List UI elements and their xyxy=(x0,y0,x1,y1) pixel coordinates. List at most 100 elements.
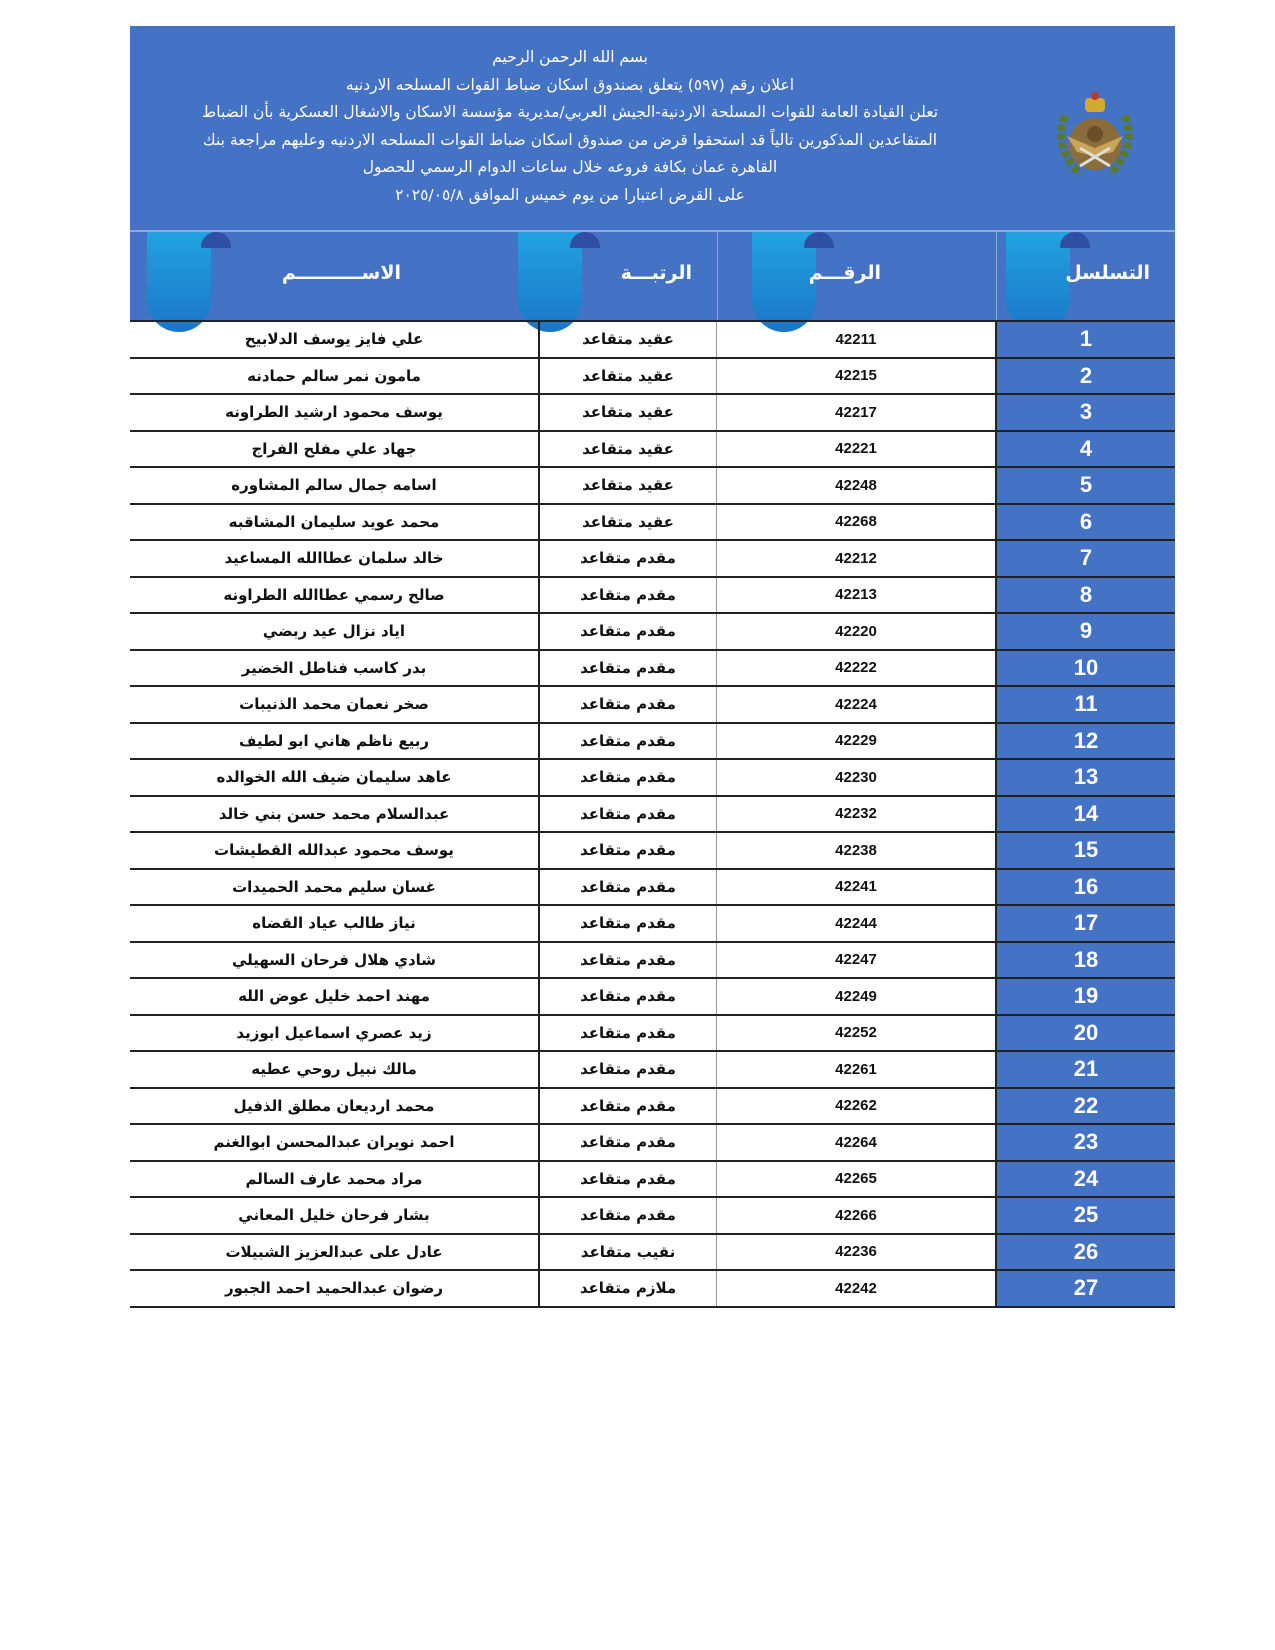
table-row: 9 42220 مقدم متقاعد اياد نزال عيد ربضي xyxy=(130,613,1175,651)
column-header-name: الاســــــــــم xyxy=(130,232,541,332)
name-cell: زيد عصري اسماعيل ابوزيد xyxy=(130,1014,539,1052)
ribbon-cap xyxy=(1060,232,1090,248)
serial-cell: 19 xyxy=(995,978,1175,1016)
serial-cell: 22 xyxy=(995,1087,1175,1125)
name-cell: رضوان عبدالحميد احمد الجبور xyxy=(130,1270,539,1308)
serial-cell: 15 xyxy=(995,832,1175,870)
serial-cell: 10 xyxy=(995,649,1175,687)
rank-cell: مقدم متقاعد xyxy=(538,540,717,578)
serial-cell: 20 xyxy=(995,1014,1175,1052)
number-cell: 42222 xyxy=(716,649,996,687)
announcement-text: بسم الله الرحمن الرحيم اعلان رقم (٥٩٧) ي… xyxy=(150,44,990,209)
number-cell: 42224 xyxy=(716,686,996,724)
rank-cell: عقيد متقاعد xyxy=(538,430,717,468)
number-cell: 42261 xyxy=(716,1051,996,1089)
number-header-label: الرقـــم xyxy=(808,262,881,284)
number-cell: 42215 xyxy=(716,357,996,395)
name-cell: بشار فرحان خليل المعاني xyxy=(130,1197,539,1235)
rank-cell: عقيد متقاعد xyxy=(538,467,717,505)
serial-cell: 8 xyxy=(995,576,1175,614)
ribbon-cap xyxy=(570,232,600,248)
name-cell: عاهد سليمان ضيف الله الخوالده xyxy=(130,759,539,797)
name-cell: مامون نمر سالم حمادنه xyxy=(130,357,539,395)
divider xyxy=(717,232,718,322)
table-row: 7 42212 مقدم متقاعد خالد سلمان عطاالله المس… xyxy=(130,540,1175,578)
rank-cell: مقدم متقاعد xyxy=(538,1087,717,1125)
number-cell: 42268 xyxy=(716,503,996,541)
name-header-label: الاســــــــــم xyxy=(281,262,401,284)
number-cell: 42241 xyxy=(716,868,996,906)
number-cell: 42266 xyxy=(716,1197,996,1235)
number-cell: 42247 xyxy=(716,941,996,979)
jordan-armed-forces-emblem-icon xyxy=(1057,92,1133,177)
serial-cell: 3 xyxy=(995,394,1175,432)
number-cell: 42265 xyxy=(716,1160,996,1198)
serial-cell: 24 xyxy=(995,1160,1175,1198)
number-cell: 42248 xyxy=(716,467,996,505)
serial-cell: 9 xyxy=(995,613,1175,651)
table-row: 4 42221 عقيد متقاعد جهاد علي مفلح الفراج xyxy=(130,430,1175,468)
number-cell: 42230 xyxy=(716,759,996,797)
column-header-rank: الرتبـــة xyxy=(518,232,717,332)
ribbon-decoration xyxy=(147,232,211,332)
rank-cell: مقدم متقاعد xyxy=(538,613,717,651)
number-cell: 42221 xyxy=(716,430,996,468)
announcement-line: بسم الله الرحمن الرحيم xyxy=(492,48,648,66)
name-cell: غسان سليم محمد الحميدات xyxy=(130,868,539,906)
name-cell: اسامه جمال سالم المشاوره xyxy=(130,467,539,505)
rank-cell: مقدم متقاعد xyxy=(538,649,717,687)
ribbon-cap xyxy=(201,232,231,248)
serial-cell: 6 xyxy=(995,503,1175,541)
name-cell: يوسف محمود عبدالله القطيشات xyxy=(130,832,539,870)
name-cell: نياز طالب عياد القضاه xyxy=(130,905,539,943)
name-cell: خالد سلمان عطاالله المساعيد xyxy=(130,540,539,578)
ribbon-decoration xyxy=(752,232,816,332)
table-row: 21 42261 مقدم متقاعد مالك نبيل روحي عطيه xyxy=(130,1051,1175,1089)
serial-cell: 12 xyxy=(995,722,1175,760)
rank-cell: مقدم متقاعد xyxy=(538,832,717,870)
table-row: 8 42213 مقدم متقاعد صالح رسمي عطاالله الطرا… xyxy=(130,576,1175,614)
name-cell: محمد عويد سليمان المشاقبه xyxy=(130,503,539,541)
rank-cell: مقدم متقاعد xyxy=(538,1014,717,1052)
table-row: 15 42238 مقدم متقاعد يوسف محمود عبدالله الق… xyxy=(130,832,1175,870)
rank-cell: مقدم متقاعد xyxy=(538,759,717,797)
number-cell: 42236 xyxy=(716,1233,996,1271)
name-cell: صخر نعمان محمد الذنيبات xyxy=(130,686,539,724)
name-cell: محمد ارديعان مطلق الذفيل xyxy=(130,1087,539,1125)
divider xyxy=(996,232,997,322)
table-row: 1 42211 عقيد متقاعد علي فايز يوسف الدلابيح xyxy=(130,320,1175,359)
table-row: 5 42248 عقيد متقاعد اسامه جمال سالم المشاور… xyxy=(130,467,1175,505)
serial-cell: 23 xyxy=(995,1124,1175,1162)
name-cell: احمد نويران عبدالمحسن ابوالغنم xyxy=(130,1124,539,1162)
number-cell: 42211 xyxy=(716,320,996,359)
table-row: 3 42217 عقيد متقاعد يوسف محمود ارشيد الطراو… xyxy=(130,394,1175,432)
announcement-line: اعلان رقم (٥٩٧) يتعلق بصندوق اسكان ضباط … xyxy=(345,75,795,94)
rank-cell: ملازم متقاعد xyxy=(538,1270,717,1308)
serial-cell: 27 xyxy=(995,1270,1175,1308)
rank-cell: نقيب متقاعد xyxy=(538,1233,717,1271)
number-cell: 42244 xyxy=(716,905,996,943)
rank-cell: عقيد متقاعد xyxy=(538,394,717,432)
number-cell: 42249 xyxy=(716,978,996,1016)
rank-cell: مقدم متقاعد xyxy=(538,1124,717,1162)
number-cell: 42229 xyxy=(716,722,996,760)
serial-cell: 5 xyxy=(995,467,1175,505)
name-cell: مراد محمد عارف السالم xyxy=(130,1160,539,1198)
number-cell: 42217 xyxy=(716,394,996,432)
number-cell: 42212 xyxy=(716,540,996,578)
table-row: 14 42232 مقدم متقاعد عبدالسلام محمد حسن بني… xyxy=(130,795,1175,833)
rank-cell: مقدم متقاعد xyxy=(538,905,717,943)
table-row: 13 42230 مقدم متقاعد عاهد سليمان ضيف الله ا… xyxy=(130,759,1175,797)
serial-cell: 1 xyxy=(995,320,1175,359)
rank-cell: عقيد متقاعد xyxy=(538,357,717,395)
name-cell: صالح رسمي عطاالله الطراونه xyxy=(130,576,539,614)
name-cell: يوسف محمود ارشيد الطراونه xyxy=(130,394,539,432)
name-cell: اياد نزال عيد ربضي xyxy=(130,613,539,651)
rank-cell: مقدم متقاعد xyxy=(538,722,717,760)
name-cell: جهاد علي مفلح الفراج xyxy=(130,430,539,468)
ribbon-decoration xyxy=(1006,232,1070,332)
table-row: 22 42262 مقدم متقاعد محمد ارديعان مطلق الذف… xyxy=(130,1087,1175,1125)
number-cell: 42242 xyxy=(716,1270,996,1308)
number-cell: 42262 xyxy=(716,1087,996,1125)
announcement-line: على القرض اعتبارا من يوم خميس الموافق ٢٠… xyxy=(395,185,745,204)
